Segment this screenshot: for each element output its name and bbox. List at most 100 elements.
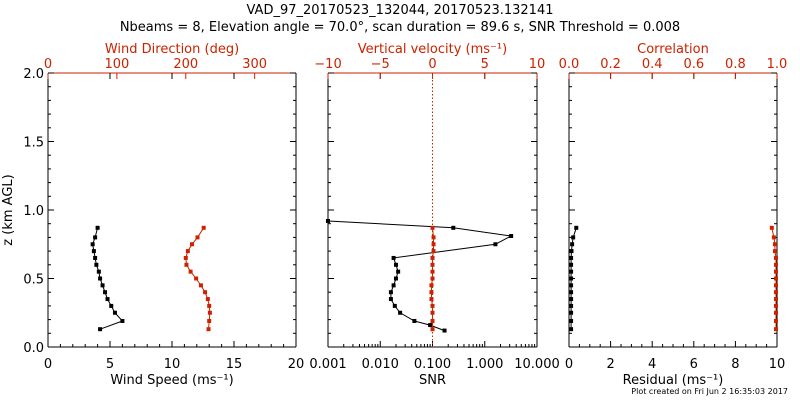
top-x-tick-label: 10: [529, 57, 546, 72]
data-point: [412, 318, 417, 323]
data-point: [430, 276, 435, 281]
data-point: [430, 327, 435, 332]
data-point: [195, 235, 200, 240]
data-point: [100, 283, 105, 288]
data-point: [396, 269, 401, 274]
series-line-bottom-axis: [327, 220, 513, 332]
panel-residual: [568, 72, 778, 348]
data-point: [569, 255, 574, 260]
data-point: [188, 269, 193, 274]
data-point: [205, 297, 210, 302]
data-point: [574, 225, 579, 230]
data-point: [773, 327, 778, 332]
data-point: [569, 249, 574, 254]
data-point: [569, 290, 574, 295]
data-point: [120, 318, 125, 323]
data-point: [388, 297, 393, 302]
data-point: [201, 225, 206, 230]
data-point: [569, 318, 574, 323]
data-point: [772, 242, 777, 247]
data-point: [771, 235, 776, 240]
series-line-bottom-axis: [92, 227, 124, 330]
data-point: [392, 303, 397, 308]
x-tick-label: 10: [769, 357, 786, 372]
data-point: [569, 269, 574, 274]
x-tick-label: 0.001: [309, 357, 346, 372]
data-point: [184, 262, 189, 267]
data-point: [773, 276, 778, 281]
data-point: [431, 235, 436, 240]
data-point: [571, 235, 576, 240]
y-tick-label: 1.5: [23, 136, 44, 151]
data-point: [430, 262, 435, 267]
chart-title: VAD_97_20170523_132044, 20170523.132141: [246, 3, 554, 18]
data-point: [772, 249, 777, 254]
data-point: [569, 297, 574, 302]
top-x-tick-label: −5: [371, 57, 390, 72]
chart-subtitle: Nbeams = 8, Elevation angle = 70.0°, sca…: [119, 20, 681, 35]
panel-snr: [326, 72, 538, 348]
data-point: [773, 297, 778, 302]
data-point: [391, 255, 396, 260]
data-point: [773, 262, 778, 267]
data-point: [429, 297, 434, 302]
data-point: [430, 225, 435, 230]
x-tick-label: 8: [731, 357, 739, 372]
top-x-tick-label: 0.2: [600, 57, 621, 72]
top-x-tick-label: 0.0: [559, 57, 580, 72]
data-point: [194, 276, 199, 281]
data-point: [430, 318, 435, 323]
data-point: [429, 283, 434, 288]
data-point: [569, 310, 574, 315]
top-x-axis-label: Wind Direction (deg): [105, 42, 239, 57]
data-point: [451, 225, 456, 230]
y-axis-label: z (km AGL): [1, 174, 16, 245]
y-tick-label: 1.0: [23, 204, 44, 219]
data-point: [90, 242, 95, 247]
data-point: [388, 290, 393, 295]
data-point: [207, 318, 212, 323]
data-point: [93, 235, 98, 240]
data-point: [398, 310, 403, 315]
y-tick-label: 0.5: [23, 273, 44, 288]
data-point: [509, 234, 514, 239]
data-point: [773, 290, 778, 295]
data-point: [206, 327, 211, 332]
data-point: [98, 276, 103, 281]
data-point: [95, 225, 100, 230]
y-tick-label: 2.0: [23, 67, 44, 82]
top-x-tick-label: 200: [173, 57, 198, 72]
data-point: [773, 318, 778, 323]
data-point: [569, 262, 574, 267]
data-point: [569, 303, 574, 308]
data-point: [569, 276, 574, 281]
data-point: [189, 242, 194, 247]
data-point: [103, 290, 108, 295]
data-point: [393, 262, 398, 267]
x-tick-label: 6: [690, 357, 698, 372]
top-x-tick-label: 0: [428, 57, 436, 72]
data-point: [93, 255, 98, 260]
top-x-tick-label: 100: [104, 57, 129, 72]
top-x-tick-label: 0.4: [642, 57, 663, 72]
top-x-tick-label: 0.6: [683, 57, 704, 72]
x-axis-label: Wind Speed (ms⁻¹): [110, 373, 233, 388]
top-x-tick-label: 0.8: [725, 57, 746, 72]
x-tick-label: 0.010: [362, 357, 399, 372]
data-point: [105, 297, 110, 302]
plot-created-footnote: Plot created on Fri Jun 2 16:35:03 2017: [631, 387, 788, 396]
data-point: [431, 242, 436, 247]
x-tick-label: 0: [565, 357, 573, 372]
data-point: [326, 218, 330, 223]
data-point: [207, 303, 212, 308]
data-point: [428, 323, 433, 328]
data-point: [393, 276, 398, 281]
data-point: [773, 255, 778, 260]
data-point: [98, 327, 103, 332]
data-point: [773, 269, 778, 274]
data-point: [429, 290, 434, 295]
data-point: [430, 255, 435, 260]
x-tick-label: 2: [606, 357, 614, 372]
top-x-tick-label: 5: [481, 57, 489, 72]
